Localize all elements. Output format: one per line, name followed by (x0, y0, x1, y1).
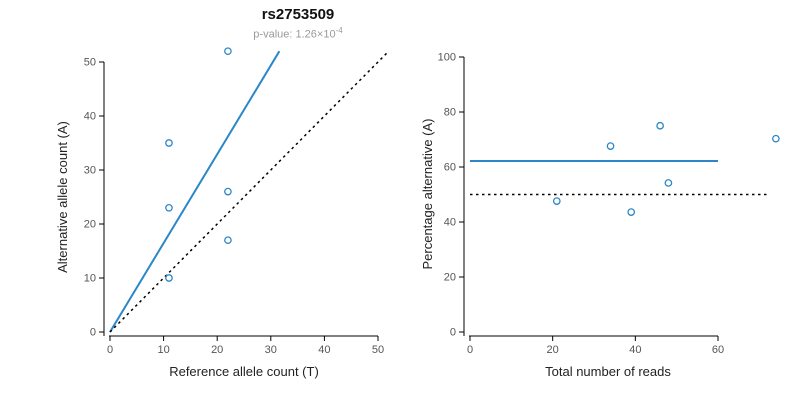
y-axis-label: Percentage alternative (A) (420, 118, 435, 269)
data-point (224, 47, 232, 56)
x-axis-label: Total number of reads (545, 364, 671, 379)
y-tick-label: 50 (84, 57, 96, 69)
fitted-ratio-line (109, 50, 281, 333)
y-tick-label: 0 (90, 327, 96, 339)
data-point (606, 142, 615, 150)
x-tick-label: 20 (547, 344, 559, 356)
y-tick-label: 10 (84, 273, 96, 285)
data-point (656, 121, 664, 130)
x-tick-label: 60 (712, 344, 724, 356)
y-tick-label: 40 (444, 217, 456, 229)
data-point (627, 208, 636, 216)
identity-line (109, 50, 390, 333)
y-tick-label: 20 (84, 219, 96, 231)
x-tick-label: 40 (629, 344, 641, 356)
data-point (664, 179, 673, 187)
x-tick-label: 0 (467, 344, 473, 356)
x-tick-label: 10 (157, 344, 169, 356)
x-axis-label: Reference allele count (T) (169, 364, 319, 379)
data-point (224, 187, 232, 196)
y-tick-label: 30 (84, 165, 96, 177)
y-tick-label: 20 (444, 272, 456, 284)
data-point (772, 134, 780, 143)
data-point (552, 197, 561, 205)
data-point (165, 203, 173, 212)
y-tick-label: 100 (438, 52, 456, 64)
data-point (165, 139, 173, 147)
chart-title: rs2753509 (261, 6, 335, 23)
pvalue-exponent: -4 (335, 26, 343, 35)
chart-header: rs2753509 p-value: 1.26×10-4 (0, 6, 596, 41)
y-tick-label: 0 (450, 327, 456, 339)
x-tick-label: 50 (372, 344, 384, 356)
pvalue-subtitle: p-value: 1.26×10-4 (0, 26, 596, 41)
x-tick-label: 0 (107, 344, 113, 356)
x-tick-label: 20 (211, 344, 223, 356)
pvalue-text: p-value: 1.26×10 (253, 28, 336, 41)
y-tick-label: 40 (84, 111, 96, 123)
x-tick-label: 30 (265, 344, 277, 356)
y-tick-label: 80 (444, 107, 456, 119)
y-axis-label: Alternative allele count (A) (55, 121, 70, 273)
data-point (224, 236, 232, 245)
x-tick-label: 40 (318, 344, 330, 356)
y-tick-label: 60 (444, 162, 456, 174)
data-point (165, 274, 173, 282)
